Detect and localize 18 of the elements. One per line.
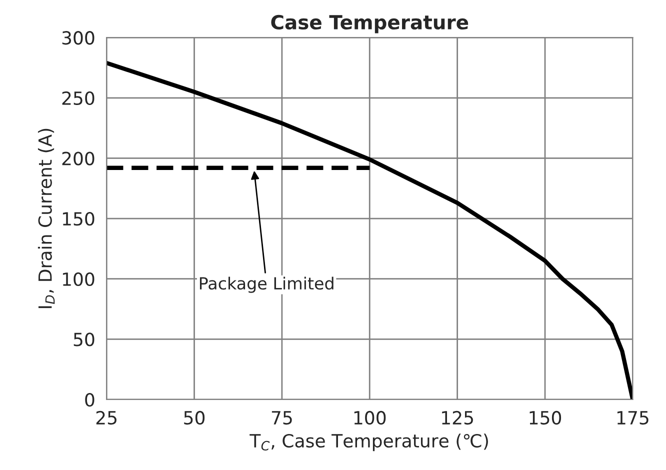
x-tick-label: 75 xyxy=(272,411,292,425)
y-tick-label: 200 xyxy=(62,152,94,166)
y-tick-label: 0 xyxy=(85,392,94,407)
x-tick-label: 125 xyxy=(442,410,473,425)
chart-title: Case Temperature xyxy=(271,14,468,34)
y-tick-label: 150 xyxy=(62,212,94,226)
x-tick-label: 25 xyxy=(96,410,116,425)
y-tick-label: 100 xyxy=(62,272,94,286)
x-axis-title: T$_{C}$, Case Temperature (℃) xyxy=(250,434,488,452)
x-tick-label: 100 xyxy=(354,410,386,425)
x-tick-label: 175 xyxy=(617,411,648,425)
annotation: Package Limited xyxy=(200,276,334,293)
x-tick-label: 50 xyxy=(184,410,205,425)
x-tick-label: 150 xyxy=(530,410,562,425)
y-tick-label: 250 xyxy=(62,91,94,106)
y-tick-label: 50 xyxy=(74,332,94,346)
y-tick-label: 300 xyxy=(62,31,94,45)
y-axis-title: I$_{D}$, Drain Current (A) xyxy=(38,128,55,308)
